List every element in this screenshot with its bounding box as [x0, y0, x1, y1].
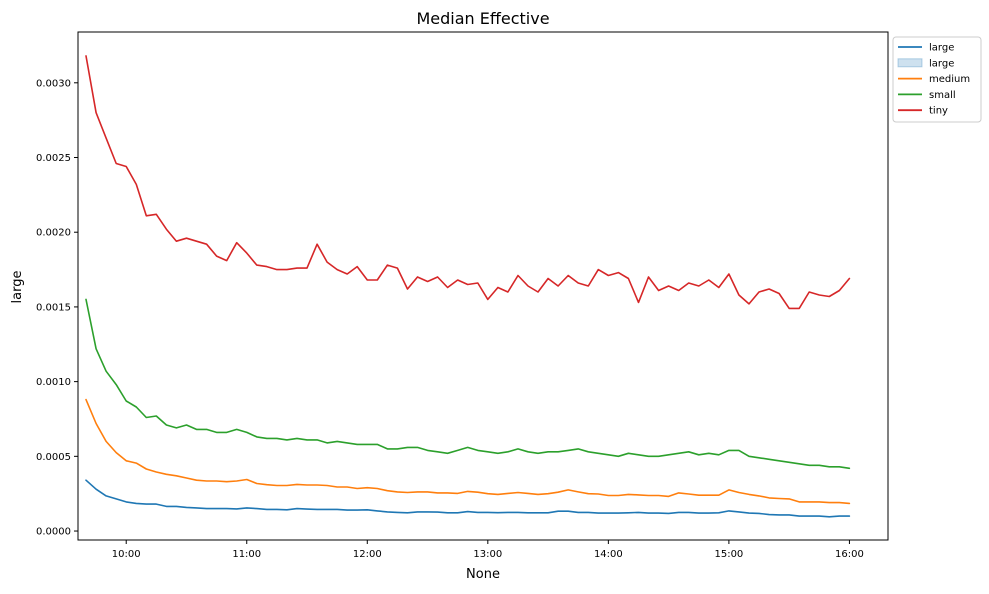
legend: large large medium small tiny	[892, 36, 982, 123]
legend-label: small	[929, 90, 956, 101]
x-tick-label: 12:00	[353, 549, 382, 560]
legend-label: large	[929, 43, 954, 54]
y-tick-label: 0.0030	[36, 78, 71, 89]
plot-frame	[77, 31, 889, 541]
x-tick-label: 16:00	[835, 549, 864, 560]
legend-box	[892, 36, 982, 123]
plot-area	[85, 55, 851, 518]
legend-label: tiny	[929, 106, 948, 117]
y-axis-label: large	[10, 271, 25, 304]
series-line-tiny	[85, 55, 851, 310]
y-tick-label: 0.0020	[36, 228, 71, 239]
series-line-medium	[85, 398, 851, 505]
chart-title: Median Effective	[416, 9, 549, 28]
x-tick-label: 11:00	[232, 549, 261, 560]
y-tick-label: 0.0005	[36, 452, 71, 463]
x-tick-label: 10:00	[112, 549, 141, 560]
series-line-small	[85, 298, 851, 470]
series-line-large	[85, 479, 851, 518]
x-axis-label: None	[466, 567, 500, 582]
y-tick-label: 0.0025	[36, 153, 71, 164]
x-tick-label: 15:00	[714, 549, 743, 560]
legend-swatch-large	[897, 58, 923, 68]
legend-label: large	[929, 58, 954, 69]
x-tick-label: 14:00	[594, 549, 623, 560]
y-tick-label: 0.0015	[36, 302, 71, 313]
axes: 10:00 11:00 12:00 13:00 14:00 15:00 16:00 0.000…	[36, 31, 889, 560]
x-tick-label: 13:00	[473, 549, 502, 560]
y-tick-label: 0.0010	[36, 377, 71, 388]
legend-label: medium	[929, 74, 970, 85]
y-tick-label: 0.0000	[36, 527, 71, 538]
